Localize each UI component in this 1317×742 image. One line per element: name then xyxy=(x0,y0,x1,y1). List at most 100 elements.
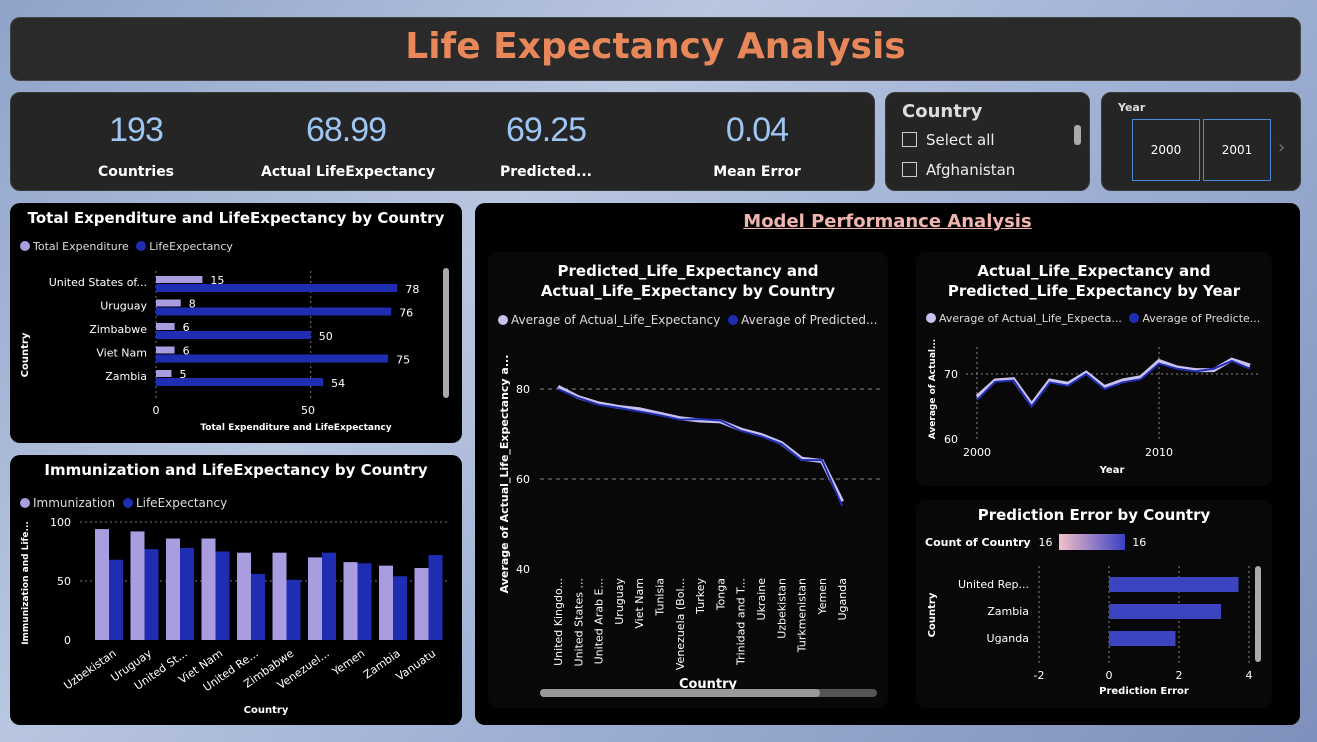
chart-title: Total Expenditure and LifeExpectancy by … xyxy=(27,209,445,227)
bar-lifeexpectancy xyxy=(322,552,336,640)
gradient-legend: Count of Country 16 16 xyxy=(925,534,1146,550)
x-tick-label: 0 xyxy=(1106,669,1113,682)
series-line xyxy=(557,384,844,503)
bar-lifeexpectancy xyxy=(286,579,301,640)
kpi-label: Mean Error xyxy=(713,164,801,180)
legend-label: Average of Predicte... xyxy=(1142,312,1261,325)
year-slicer[interactable]: Year 2000 2001 › xyxy=(1101,92,1301,191)
slicer-item-select-all[interactable]: Select all xyxy=(902,131,995,149)
legend-gradient-bar xyxy=(1059,534,1126,550)
y-tick-label: 70 xyxy=(944,368,958,381)
y-tick-label: Uganda xyxy=(987,632,1029,645)
x-tick-label: 50 xyxy=(301,404,315,417)
kpi-label: Predicted... xyxy=(500,164,592,180)
x-tick-label: 2000 xyxy=(963,446,991,459)
legend-label: Average of Actual_Life_Expectancy xyxy=(511,313,721,327)
chart-scrollbar[interactable] xyxy=(443,268,449,398)
data-label: 15 xyxy=(210,274,224,287)
bar-expenditure xyxy=(156,276,203,283)
bar-lifeexpectancy xyxy=(156,284,398,292)
kpi-card: 193 Countries 68.99 Actual LifeExpectanc… xyxy=(10,92,875,191)
x-tick-label: Uruguay xyxy=(613,578,626,625)
legend-dot-icon xyxy=(498,315,508,325)
checkbox[interactable] xyxy=(902,132,917,147)
error-chart: Country Prediction Error -2 0 2 4 United… xyxy=(927,566,1261,697)
chart-legend: Average of Actual_Life_Expecta... Averag… xyxy=(926,312,1260,325)
bar-lifeexpectancy xyxy=(393,576,407,640)
legend-dot-icon xyxy=(20,498,30,508)
x-tick-label: Vanuatu xyxy=(394,647,439,684)
legend-dot-icon xyxy=(122,498,133,508)
country-slicer[interactable]: Country Select all Afghanistan xyxy=(885,92,1090,191)
kpi-label: Actual LifeExpectancy xyxy=(261,164,436,180)
bar-expenditure xyxy=(156,299,181,307)
expenditure-chart: Country Total Expenditure and LifeExpect… xyxy=(20,268,449,433)
y-tick-label: Zambia xyxy=(105,370,147,383)
bar-prediction-error xyxy=(1109,604,1221,619)
bar-immunization xyxy=(201,538,216,640)
y-tick-label: Zimbabwe xyxy=(89,323,147,336)
legend-title: Count of Country xyxy=(925,536,1031,549)
kpi-value: 0.04 xyxy=(725,111,789,149)
x-tick-label: Viet Nam xyxy=(633,578,646,629)
x-tick-label: Tonga xyxy=(714,578,727,611)
bar-lifeexpectancy xyxy=(109,559,123,640)
legend-label: LifeExpectancy xyxy=(149,240,233,253)
slicer-item-label: Afghanistan xyxy=(926,161,1016,179)
legend-label: LifeExpectancy xyxy=(135,496,228,510)
data-label: 50 xyxy=(319,330,333,343)
section-title: Model Performance Analysis xyxy=(743,211,1032,232)
x-tick-label: 2 xyxy=(1176,669,1183,682)
title-bar: Life Expectancy Analysis xyxy=(10,17,1301,81)
legend-min: 16 xyxy=(1038,536,1053,549)
bar-immunization xyxy=(237,552,251,640)
slicer-item-label: Select all xyxy=(926,131,995,149)
series-line xyxy=(557,388,844,507)
bar-immunization xyxy=(130,531,145,640)
y-tick-label: Uruguay xyxy=(100,300,147,313)
chart-scrollbar[interactable] xyxy=(1255,566,1261,662)
year-tile-2000[interactable]: 2000 xyxy=(1132,119,1200,181)
kpi-label: Countries xyxy=(97,164,175,180)
y-axis-title: Average of Actual... xyxy=(928,339,938,439)
x-tick-label: 2010 xyxy=(1145,446,1173,459)
y-tick-label: 50 xyxy=(57,575,71,588)
kpi-countries: 193 Countries xyxy=(51,111,221,180)
series-line xyxy=(976,359,1251,409)
data-label: 54 xyxy=(331,377,345,390)
chevron-right-icon[interactable]: › xyxy=(1278,137,1286,158)
checkbox[interactable] xyxy=(902,162,917,177)
year-chart: Average of Actual... Year 70 60 2000 201… xyxy=(928,339,1261,476)
bar-prediction-error xyxy=(1109,577,1239,592)
x-tick-label: United Arab E... xyxy=(593,578,606,664)
data-label: 6 xyxy=(183,345,190,358)
slicer-scrollbar[interactable] xyxy=(1074,125,1081,145)
pred-country-chart-panel: Predicted_Life_Expectancy and Actual_Lif… xyxy=(488,252,888,708)
bar-lifeexpectancy xyxy=(156,354,389,363)
year-tile-2001[interactable]: 2001 xyxy=(1203,119,1271,181)
x-tick-label: Uzbekistan xyxy=(775,578,788,639)
x-axis-title: Total Expenditure and LifeExpectancy xyxy=(200,423,391,433)
immunization-chart: Immunization and Life... Country 100 50 … xyxy=(21,516,450,716)
slicer-item-afghanistan[interactable]: Afghanistan xyxy=(902,161,1015,179)
x-tick-label: Trinidad and T... xyxy=(735,578,748,666)
y-tick-label: 40 xyxy=(516,563,530,576)
pred-country-chart: Average of Actual_Life_Expectancy a... C… xyxy=(498,355,880,697)
legend-dot-icon xyxy=(20,241,30,251)
horizontal-scrollbar-thumb[interactable] xyxy=(540,689,820,697)
bar-lifeexpectancy xyxy=(156,307,392,316)
x-tick-label: Yemen xyxy=(329,647,367,679)
legend-max: 16 xyxy=(1132,536,1147,549)
error-chart-panel: Prediction Error by Country Count of Cou… xyxy=(916,500,1272,708)
x-tick-label: 4 xyxy=(1246,669,1253,682)
bar-lifeexpectancy xyxy=(180,547,194,640)
kpi-actual: 68.99 Actual LifeExpectancy xyxy=(261,111,436,180)
kpi-value: 69.25 xyxy=(505,111,587,149)
y-tick-label: 0 xyxy=(64,634,71,647)
slicer-title: Year xyxy=(1118,101,1146,114)
chart-title: Immunization and LifeExpectancy by Count… xyxy=(44,461,428,479)
y-tick-label: 80 xyxy=(516,383,530,396)
immunization-chart-panel: Immunization and LifeExpectancy by Count… xyxy=(10,455,462,725)
bar-immunization xyxy=(308,557,322,640)
bar-immunization xyxy=(379,565,393,640)
